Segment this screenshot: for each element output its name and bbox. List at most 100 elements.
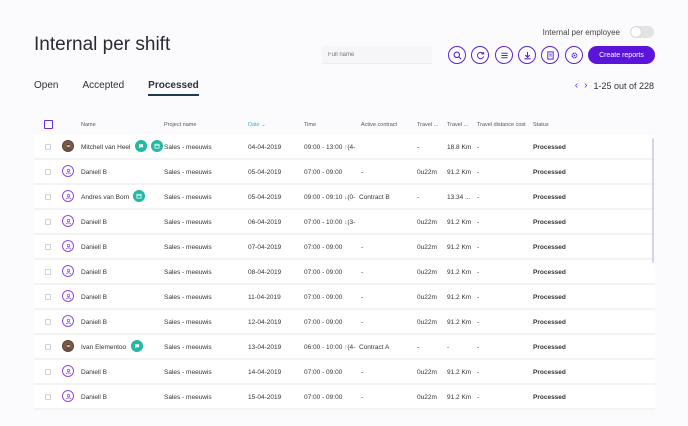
avatar-placeholder-icon — [62, 240, 74, 252]
col-time[interactable]: Time — [304, 122, 317, 128]
shift-time-range: 09:00 - 13:00 — [304, 144, 343, 151]
row-checkbox[interactable] — [45, 169, 51, 175]
project-name: Sales - meeuwis — [164, 144, 212, 151]
shift-date: 12-04-2019 — [248, 319, 282, 326]
row-checkbox[interactable] — [45, 394, 51, 400]
employee-name[interactable]: Daniell B — [81, 269, 108, 276]
travel-cost: - — [477, 294, 480, 301]
arrow-up-icon: ↑ — [344, 344, 348, 351]
create-reports-button[interactable]: Create reports — [588, 46, 655, 64]
per-employee-toggle-group: Internal per employee — [543, 26, 654, 38]
col-travel-time[interactable]: Travel ... — [417, 122, 439, 128]
row-checkbox[interactable] — [45, 344, 51, 350]
status-text: Processed — [533, 219, 566, 226]
employee-name[interactable]: Daniell B — [81, 219, 108, 226]
table-row[interactable]: Daniell B Sales - meeuwis 15-04-2019 07:00 … — [34, 385, 655, 410]
travel-distance: 91.2 Km — [447, 269, 472, 276]
table-row[interactable]: Mitchell van Heel Sales - meeuwis 04-04-20… — [34, 135, 655, 160]
row-checkbox[interactable] — [45, 319, 51, 325]
row-checkbox[interactable] — [45, 244, 51, 250]
employee-name[interactable]: Ivan Elementoo — [81, 344, 127, 351]
active-contract: - — [361, 369, 364, 376]
col-travel-cost[interactable]: Travel distance cost — [477, 122, 526, 128]
scrollbar[interactable] — [652, 138, 654, 263]
list-button[interactable] — [495, 46, 513, 64]
chat-icon[interactable] — [131, 340, 143, 352]
status-text: Processed — [533, 369, 566, 376]
time-delta: (0- — [347, 194, 356, 201]
table-row[interactable]: Daniell B Sales - meeuwis 08-04-2019 07:00 … — [34, 260, 655, 285]
select-all-checkbox[interactable] — [44, 120, 53, 129]
travel-time: 0u22m — [417, 394, 437, 401]
travel-distance: 91.2 Km — [447, 319, 472, 326]
settings-button[interactable] — [565, 46, 583, 64]
document-button[interactable] — [541, 46, 559, 64]
row-checkbox[interactable] — [45, 219, 51, 225]
employee-name[interactable]: Daniell B — [81, 169, 108, 176]
col-travel-distance[interactable]: Travel ... — [447, 122, 469, 128]
full-name-search-input[interactable] — [322, 46, 432, 64]
shift-date: 11-04-2019 — [248, 294, 281, 301]
toggle-label: Internal per employee — [542, 27, 620, 37]
table-row[interactable]: Daniell B Sales - meeuwis 11-04-2019 07:00 … — [34, 285, 655, 310]
download-icon — [523, 51, 531, 59]
per-employee-toggle[interactable] — [630, 26, 654, 38]
tab-accepted[interactable]: Accepted — [82, 80, 125, 91]
row-checkbox[interactable] — [45, 144, 51, 150]
calendar-icon[interactable] — [151, 140, 163, 152]
table-row[interactable]: Daniell B Sales - meeuwis 06-04-2019 07:00 … — [34, 210, 655, 235]
gear-icon — [571, 52, 577, 58]
employee-name[interactable]: Mitchell van Heel — [81, 144, 131, 151]
table-row[interactable]: Daniell B Sales - meeuwis 12-04-2019 07:00 … — [34, 310, 655, 335]
table-row[interactable]: Daniell B Sales - meeuwis 07-04-2019 07:00 … — [34, 235, 655, 260]
tab-processed[interactable]: Processed — [148, 80, 199, 96]
row-checkbox[interactable] — [45, 294, 51, 300]
col-date[interactable]: Date ⌄ — [248, 122, 266, 128]
refresh-icon — [476, 51, 484, 59]
status-text: Processed — [533, 269, 566, 276]
col-contract[interactable]: Active contract — [361, 122, 398, 128]
col-status[interactable]: Status — [533, 122, 549, 128]
tab-open[interactable]: Open — [34, 80, 59, 91]
employee-name[interactable]: Daniell B — [81, 394, 108, 401]
shift-time-range: 07:00 - 09:00 — [304, 244, 343, 251]
employee-name[interactable]: Daniell B — [81, 244, 108, 251]
calendar-icon[interactable] — [133, 190, 145, 202]
status-text: Processed — [533, 194, 566, 201]
project-name: Sales - meeuwis — [164, 269, 212, 276]
row-checkbox[interactable] — [45, 269, 51, 275]
travel-time: 0u22m — [417, 244, 437, 251]
active-contract: - — [361, 244, 364, 251]
travel-distance: 91.2 Km — [447, 369, 472, 376]
refresh-button[interactable] — [471, 46, 489, 64]
employee-name[interactable]: Daniell B — [81, 319, 108, 326]
col-project[interactable]: Project name — [164, 122, 197, 128]
employee-name[interactable]: Andres van Born — [81, 194, 130, 201]
row-checkbox[interactable] — [45, 369, 51, 375]
document-icon — [546, 50, 554, 60]
employee-name[interactable]: Daniell B — [81, 369, 108, 376]
travel-time: - — [417, 344, 420, 351]
row-checkbox[interactable] — [45, 194, 51, 200]
search-button[interactable] — [448, 46, 466, 64]
chat-icon[interactable] — [135, 140, 147, 152]
travel-time: - — [417, 144, 420, 151]
next-page-button[interactable]: › — [584, 80, 588, 91]
shift-time: 07:00 - 09:00 — [304, 369, 342, 376]
time-delta: (4- — [347, 344, 356, 351]
prev-page-button[interactable]: ‹ — [574, 80, 579, 91]
table-row[interactable]: Daniell B Sales - meeuwis 14-04-2019 07:00 … — [34, 360, 655, 385]
download-button[interactable] — [518, 46, 536, 64]
shift-time: 09:00 - 09:10 ↓(0- — [304, 194, 355, 201]
search-icon — [453, 51, 461, 59]
table-header: Name Project name Date ⌄ Time Active con… — [34, 115, 655, 135]
employee-name[interactable]: Daniell B — [81, 294, 108, 301]
table-row[interactable]: Daniell B Sales - meeuwis 05-04-2019 07:00 … — [34, 160, 655, 185]
project-name: Sales - meeuwis — [164, 294, 212, 301]
table-row[interactable]: Andres van Born Sales - meeuwis 05-04-2019… — [34, 185, 655, 210]
col-name[interactable]: Name — [81, 122, 96, 128]
avatar-placeholder-icon — [62, 165, 74, 177]
travel-time: 0u22m — [417, 169, 437, 176]
status-text: Processed — [533, 344, 566, 351]
table-row[interactable]: Ivan Elementoo Sales - meeuwis 13-04-2019 0… — [34, 335, 655, 360]
